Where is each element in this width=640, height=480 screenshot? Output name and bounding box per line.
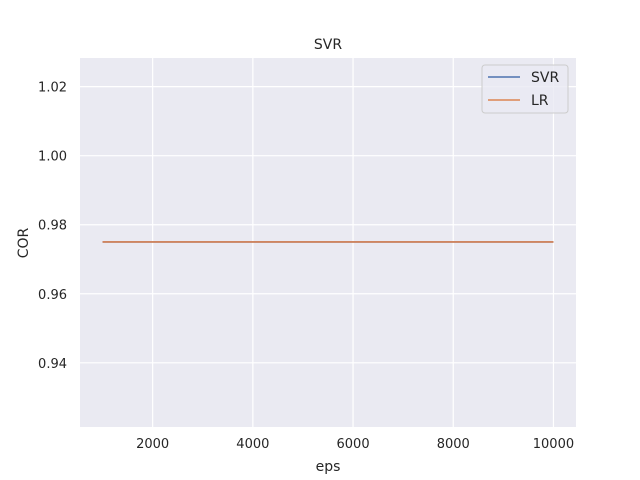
x-axis-label: eps — [316, 459, 341, 475]
legend-label-lr: LR — [531, 93, 549, 109]
y-tick-label: 0.94 — [38, 357, 67, 372]
y-tick-labels: 0.94 0.96 0.98 1.00 1.02 — [38, 81, 67, 372]
y-tick-label: 0.96 — [38, 288, 67, 303]
y-axis-label: COR — [16, 227, 32, 258]
x-tick-label: 8000 — [437, 437, 470, 452]
x-tick-label: 4000 — [236, 437, 269, 452]
x-tick-label: 6000 — [337, 437, 370, 452]
legend: SVR LR — [481, 64, 569, 114]
chart-title: SVR — [314, 37, 342, 53]
legend-label-svr: SVR — [531, 70, 559, 86]
y-tick-label: 1.00 — [38, 150, 67, 165]
y-tick-label: 0.98 — [38, 219, 67, 234]
x-tick-labels: 2000 4000 6000 8000 10000 — [136, 437, 574, 452]
x-tick-label: 2000 — [136, 437, 169, 452]
x-tick-label: 10000 — [533, 437, 574, 452]
y-tick-label: 1.02 — [38, 81, 67, 96]
